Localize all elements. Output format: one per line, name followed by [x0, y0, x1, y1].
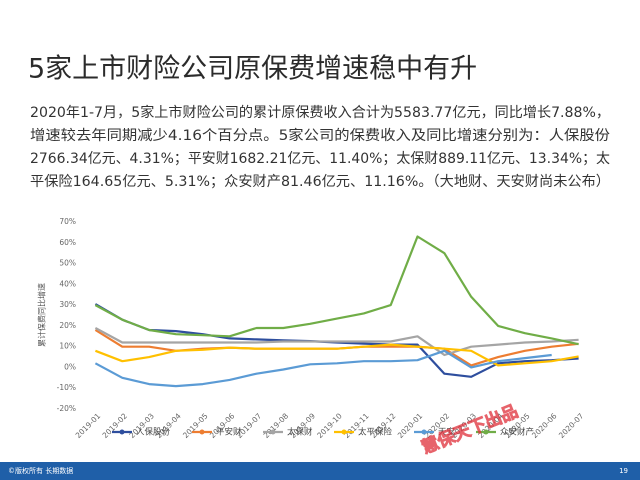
series-line: [94, 349, 552, 388]
x-tick-label: 2019-10: [315, 411, 344, 440]
x-tick-label: 2020-07: [557, 411, 586, 440]
y-tick-label: 40%: [59, 279, 76, 288]
x-tick-label: 2019-02: [101, 411, 130, 440]
paragraph-line: 2766.34亿元、4.31%；平安财1682.21亿元、11.40%；太保财8…: [30, 151, 610, 167]
legend-swatch-dot: [341, 429, 347, 435]
legend-swatch-dot: [270, 429, 276, 435]
y-tick-label: 50%: [59, 259, 76, 268]
paragraph-line: 2020年1-7月，5家上市财险公司的累计原保费收入合计为5583.77亿元，同…: [30, 104, 610, 121]
x-tick-label: 2020-01: [396, 411, 425, 440]
legend-swatch-dot: [483, 429, 489, 435]
x-tick-label: 2019-05: [181, 411, 210, 440]
legend-label: 太平保险: [358, 427, 393, 438]
y-axis-label: 累计保费同比增速: [37, 283, 47, 347]
slide-title: 5家上市财险公司原保费增速稳中有升: [28, 54, 477, 85]
y-tick-label: 0%: [64, 362, 76, 371]
page-number: 19: [619, 467, 628, 475]
series-line: [95, 343, 579, 367]
legend-label: 人保股份: [136, 427, 171, 438]
paragraph-line: 平保险164.65亿元、5.31%；众安财产81.46亿元、11.16%。（大地…: [30, 174, 610, 190]
x-tick-label: 2019-08: [262, 411, 291, 440]
legend-label: 平安财: [216, 427, 242, 438]
legend-swatch-dot: [421, 429, 427, 435]
y-tick-label: 10%: [59, 342, 76, 351]
y-tick-label: -10%: [57, 383, 76, 392]
paragraph-line: 增速较去年同期减少4.16个百分点。5家公司的保费收入及同比增速分别为：人保股份: [30, 127, 610, 144]
y-tick-label: -20%: [57, 404, 76, 413]
series-line: [94, 327, 579, 357]
footer-bar: [0, 462, 640, 480]
legend-label: 众安财产: [500, 427, 534, 438]
footer-text: ©版权所有 长期数据: [8, 466, 73, 475]
x-tick-label: 2019-01: [74, 411, 103, 440]
legend-swatch-dot: [119, 429, 125, 435]
legend-label: 太保财: [287, 427, 313, 438]
legend-swatch-dot: [199, 429, 205, 435]
y-tick-label: 20%: [59, 321, 76, 330]
y-tick-label: 70%: [59, 217, 76, 226]
series-line: [94, 235, 579, 346]
y-tick-label: 30%: [59, 300, 76, 309]
x-tick-label: 2020-06: [530, 411, 559, 440]
y-tick-label: 60%: [59, 238, 76, 247]
legend-label: 天安: [438, 427, 455, 438]
